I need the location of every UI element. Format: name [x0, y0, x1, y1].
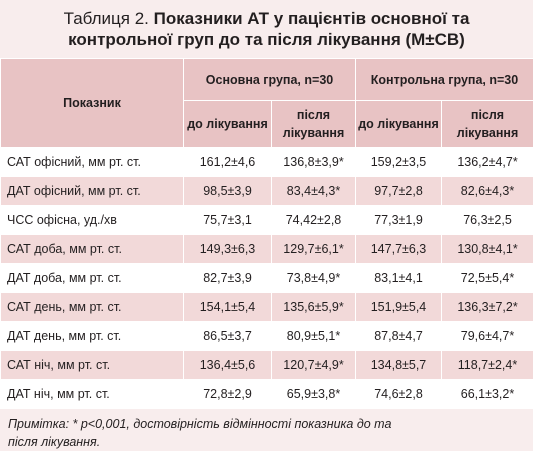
- cell: 149,3±6,3: [184, 235, 272, 264]
- row-label: ДАТ доба, мм рт. ст.: [1, 264, 184, 293]
- header-cell: Основна група, n=30: [184, 59, 356, 101]
- cell: 65,9±3,8*: [272, 380, 356, 409]
- title-label: Таблиця 2.: [64, 9, 149, 28]
- row-label: ЧСС офісна, уд./хв: [1, 206, 184, 235]
- cell: 76,3±2,5: [442, 206, 533, 235]
- cell: 161,2±4,6: [184, 148, 272, 177]
- cell: 136,2±4,7*: [442, 148, 533, 177]
- row-label: ДАТ день, мм рт. ст.: [1, 322, 184, 351]
- cell: 72,8±2,9: [184, 380, 272, 409]
- row-label: САТ день, мм рт. ст.: [1, 293, 184, 322]
- cell: 83,1±4,1: [356, 264, 442, 293]
- cell: 75,7±3,1: [184, 206, 272, 235]
- cell: 80,9±5,1*: [272, 322, 356, 351]
- row-label: ДАТ ніч, мм рт. ст.: [1, 380, 184, 409]
- cell: 151,9±5,4: [356, 293, 442, 322]
- cell: 74,42±2,8: [272, 206, 356, 235]
- cell: 136,4±5,6: [184, 351, 272, 380]
- header-cell: до лікування: [184, 101, 272, 148]
- cell: 135,6±5,9*: [272, 293, 356, 322]
- cell: 129,7±6,1*: [272, 235, 356, 264]
- cell: 73,8±4,9*: [272, 264, 356, 293]
- cell: 120,7±4,9*: [272, 351, 356, 380]
- cell: 130,8±4,1*: [442, 235, 533, 264]
- cell: 134,8±5,7: [356, 351, 442, 380]
- header-cell: після лікування: [442, 101, 533, 148]
- row-label: САТ ніч, мм рт. ст.: [1, 351, 184, 380]
- cell: 86,5±3,7: [184, 322, 272, 351]
- cell: 136,3±7,2*: [442, 293, 533, 322]
- note: Примітка: * p<0,001, достовірність відмі…: [0, 409, 416, 451]
- cell: 83,4±4,3*: [272, 177, 356, 206]
- document: Таблиця 2. Показники АТ у пацієнтів осно…: [0, 0, 533, 434]
- cell: 82,6±4,3*: [442, 177, 533, 206]
- cell: 87,8±4,7: [356, 322, 442, 351]
- cell: 136,8±3,9*: [272, 148, 356, 177]
- row-label: ДАТ офісний, мм рт. ст.: [1, 177, 184, 206]
- page: {"title": {"label": "Таблиця 2.", "text"…: [0, 0, 533, 434]
- table: Показник Основна група, n=30 Контрольна …: [0, 58, 533, 409]
- header-cell: після лікування: [272, 101, 356, 148]
- cell: 66,1±3,2*: [442, 380, 533, 409]
- cell: 118,7±2,4*: [442, 351, 533, 380]
- row-label: САТ доба, мм рт. ст.: [1, 235, 184, 264]
- cell: 72,5±5,4*: [442, 264, 533, 293]
- title: Таблиця 2. Показники АТ у пацієнтів осно…: [0, 0, 533, 58]
- header-cell: Показник: [1, 59, 184, 148]
- cell: 82,7±3,9: [184, 264, 272, 293]
- header-cell: до лікування: [356, 101, 442, 148]
- cell: 79,6±4,7*: [442, 322, 533, 351]
- row-label: САТ офісний, мм рт. ст.: [1, 148, 184, 177]
- cell: 159,2±3,5: [356, 148, 442, 177]
- cell: 98,5±3,9: [184, 177, 272, 206]
- cell: 77,3±1,9: [356, 206, 442, 235]
- cell: 74,6±2,8: [356, 380, 442, 409]
- cell: 147,7±6,3: [356, 235, 442, 264]
- cell: 97,7±2,8: [356, 177, 442, 206]
- cell: 154,1±5,4: [184, 293, 272, 322]
- header-cell: Контрольна група, n=30: [356, 59, 533, 101]
